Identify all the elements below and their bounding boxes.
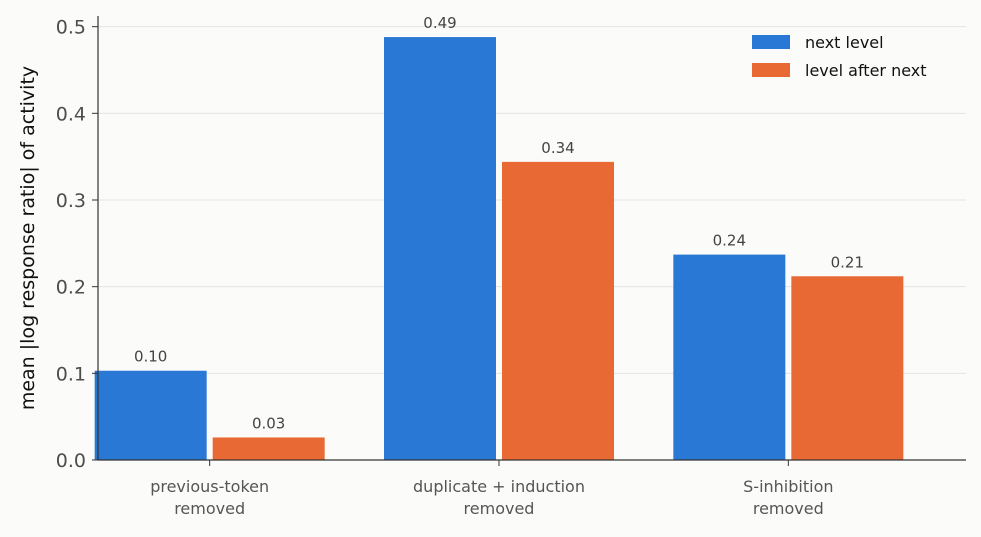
legend: next level level after next xyxy=(752,33,927,80)
data-label: 0.10 xyxy=(134,348,167,366)
x-tick-label: removed xyxy=(753,499,824,518)
bar-next-level xyxy=(384,37,496,461)
legend-swatch xyxy=(752,35,790,49)
data-label: 0.49 xyxy=(423,14,456,32)
y-axis-label: mean |log response ratio| of activity xyxy=(17,66,39,410)
bar-next-level xyxy=(94,370,207,460)
x-tick-label: previous-token xyxy=(150,477,269,496)
data-label: 0.21 xyxy=(831,253,864,271)
y-tick-label: 0.2 xyxy=(56,277,86,299)
labels: 0.0 0.1 0.2 0.3 0.4 0.5 0.10 0.03 previous-token… xyxy=(56,14,864,518)
data-label: 0.24 xyxy=(713,232,746,250)
x-tick-label: duplicate + induction xyxy=(413,477,585,496)
legend-label: level after next xyxy=(805,61,927,80)
bar-level-after-next xyxy=(791,276,904,460)
legend-swatch xyxy=(752,63,790,77)
bar-level-after-next xyxy=(212,437,325,460)
axes xyxy=(92,16,966,466)
x-tick-label: removed xyxy=(464,499,535,518)
bar-level-after-next xyxy=(502,161,614,460)
y-tick-label: 0.4 xyxy=(56,103,86,125)
y-tick-label: 0.0 xyxy=(56,450,86,472)
bar-next-level xyxy=(673,254,786,460)
data-label: 0.03 xyxy=(252,414,285,432)
bars xyxy=(94,37,904,461)
data-label: 0.34 xyxy=(541,139,574,157)
y-tick-label: 0.3 xyxy=(56,190,86,212)
y-tick-label: 0.1 xyxy=(56,363,86,385)
legend-label: next level xyxy=(805,33,884,52)
x-tick-label: removed xyxy=(174,499,245,518)
x-tick-label: S-inhibition xyxy=(743,477,833,496)
y-tick-label: 0.5 xyxy=(56,17,86,39)
